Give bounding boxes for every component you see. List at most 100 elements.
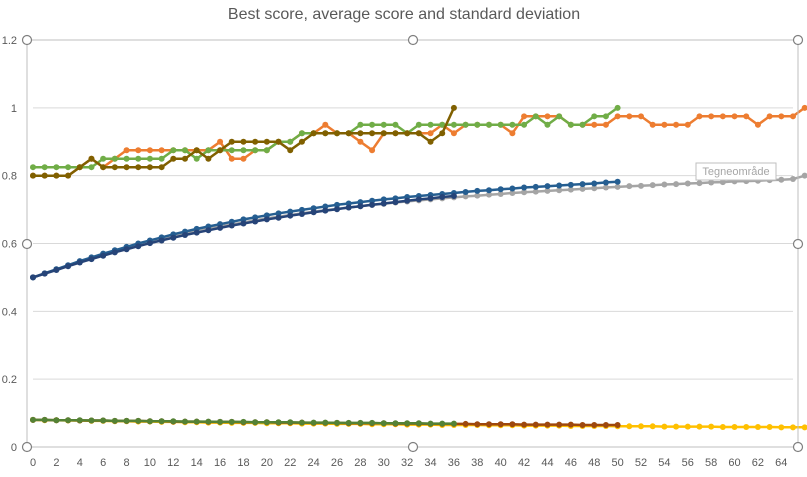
x-tick-label: 24	[307, 457, 319, 469]
data-point	[427, 121, 434, 128]
data-point	[298, 130, 305, 137]
data-point	[252, 147, 259, 154]
data-point	[462, 193, 469, 200]
data-point	[486, 421, 492, 428]
x-tick-label: 50	[611, 457, 623, 469]
data-point	[357, 419, 364, 426]
data-point	[111, 249, 118, 256]
data-point	[801, 104, 807, 111]
data-point	[591, 121, 598, 128]
data-point	[205, 155, 212, 162]
data-point	[298, 419, 305, 426]
data-point	[801, 172, 807, 179]
data-point	[567, 181, 574, 188]
data-point	[743, 423, 750, 430]
data-point	[719, 179, 726, 186]
data-point	[41, 270, 48, 277]
data-point	[100, 155, 107, 162]
selection-frame[interactable]	[21, 34, 804, 453]
data-point	[754, 121, 761, 128]
series-8	[30, 416, 457, 427]
data-point	[497, 190, 504, 197]
data-point	[322, 419, 329, 426]
x-tick-label: 52	[635, 457, 647, 469]
data-point	[123, 164, 130, 171]
data-point	[287, 147, 294, 154]
data-point	[53, 172, 60, 179]
data-point	[158, 155, 165, 162]
data-point	[65, 263, 72, 270]
data-point	[626, 423, 633, 430]
data-point	[53, 164, 60, 171]
x-tick-label: 0	[30, 457, 36, 469]
data-point	[135, 155, 142, 162]
data-point	[614, 104, 621, 111]
data-point	[193, 155, 200, 162]
data-point	[462, 420, 469, 427]
data-point	[509, 130, 516, 137]
data-point	[474, 121, 481, 128]
data-point	[474, 421, 481, 428]
resize-handle[interactable]	[407, 34, 419, 46]
data-point	[544, 121, 551, 128]
resize-handle[interactable]	[407, 441, 419, 453]
series-4	[30, 178, 621, 281]
data-point	[509, 189, 516, 196]
data-point	[591, 113, 598, 120]
data-point	[135, 243, 142, 250]
resize-handle[interactable]	[21, 441, 33, 453]
data-point	[778, 176, 785, 183]
resize-handle[interactable]	[792, 34, 804, 46]
data-point	[240, 418, 247, 425]
resize-handle[interactable]	[792, 238, 804, 250]
data-point	[415, 420, 422, 427]
data-point	[310, 130, 317, 137]
chart-title: Best score, average score and standard d…	[228, 6, 580, 23]
data-point	[263, 419, 270, 426]
data-point	[439, 194, 446, 201]
data-point	[217, 147, 224, 154]
data-point	[357, 203, 364, 210]
x-tick-label: 46	[565, 457, 577, 469]
y-axis-ticks: 0 0.2 0.4 0.6 0.8 1 1.2	[2, 35, 17, 454]
data-point	[602, 113, 609, 120]
data-point	[591, 185, 598, 192]
data-point	[602, 121, 609, 128]
resize-handle[interactable]	[792, 441, 804, 453]
data-point	[217, 138, 224, 145]
data-point	[287, 419, 294, 426]
data-point	[240, 147, 247, 154]
data-point	[790, 113, 796, 120]
data-point	[369, 147, 376, 154]
data-point	[76, 164, 83, 171]
y-tick-label: 1.2	[2, 35, 17, 47]
x-tick-label: 12	[167, 457, 179, 469]
data-point	[415, 196, 422, 203]
data-point	[193, 229, 200, 236]
series-2	[30, 104, 457, 179]
x-tick-label: 30	[378, 457, 390, 469]
data-point	[521, 113, 528, 120]
data-point	[602, 179, 609, 186]
data-point	[65, 417, 72, 424]
data-point	[228, 222, 235, 229]
resize-handle[interactable]	[21, 34, 33, 46]
data-point	[544, 187, 551, 194]
data-point	[240, 155, 247, 162]
data-point	[158, 418, 165, 425]
resize-handle[interactable]	[21, 238, 33, 250]
x-tick-label: 8	[123, 457, 129, 469]
series-line	[32, 174, 806, 279]
series-1	[30, 104, 621, 171]
data-point	[310, 209, 317, 216]
data-point	[53, 266, 60, 273]
x-tick-label: 6	[100, 457, 106, 469]
data-point	[427, 130, 434, 137]
data-point	[591, 180, 598, 187]
x-tick-label: 48	[588, 457, 600, 469]
data-point	[544, 421, 551, 428]
data-point	[778, 113, 785, 120]
data-point	[345, 204, 352, 211]
data-point	[88, 155, 95, 162]
